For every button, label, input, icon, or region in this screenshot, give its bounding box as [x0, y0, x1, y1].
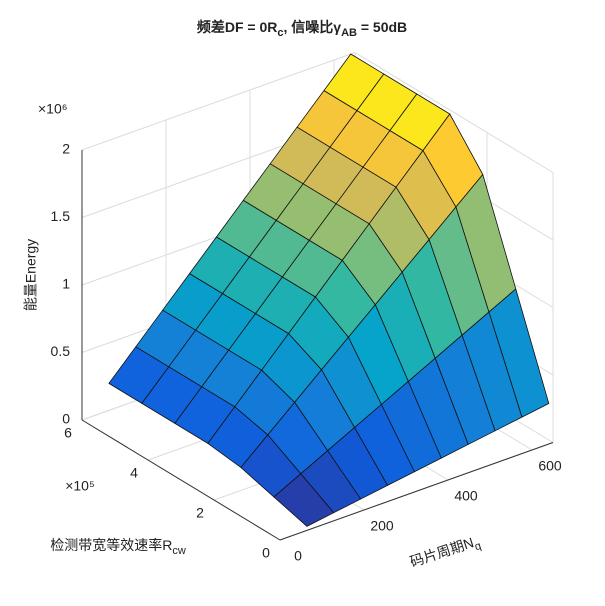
x-tick-label: 400 — [454, 488, 478, 504]
surface-layer — [108, 53, 550, 527]
y-tick-label: 2 — [196, 505, 204, 521]
z-tick-label: 2 — [62, 141, 70, 157]
title-part: = 50dB — [357, 19, 407, 35]
title-part: 频差DF = 0R — [197, 19, 278, 35]
z-exponent: ×10⁶ — [38, 101, 68, 117]
y-tick-label: 6 — [64, 425, 72, 441]
y-exponent: ×10⁵ — [65, 478, 95, 494]
x-axis — [279, 442, 554, 541]
z-tick-label: 0 — [62, 411, 70, 427]
chart-title: 频差DF = 0Rc, 信噪比γAB = 50dB — [197, 19, 407, 39]
title-sub: c — [277, 27, 283, 39]
x-axis-label: 码片周期Nq — [408, 532, 483, 574]
z-tick-label: 0.5 — [51, 343, 71, 359]
z-grid-line — [354, 52, 554, 173]
z-grid-line — [81, 52, 356, 151]
xlabel-part: 码片周期N — [408, 534, 476, 570]
ylabel-sub: cw — [172, 545, 186, 557]
y-axis-label: 检测带宽等效速率Rcw — [50, 537, 186, 557]
x-tick-label: 0 — [294, 548, 302, 564]
title-part: , 信噪比γ — [283, 19, 341, 35]
z-tick-label: 1.5 — [51, 208, 71, 224]
surface-face — [273, 473, 335, 527]
title-sub: AB — [341, 27, 357, 39]
ylabel-part: 检测带宽等效速率R — [50, 537, 172, 553]
xlabel-sub: q — [473, 540, 483, 553]
y-tick-label: 0 — [262, 545, 270, 561]
y-tick-label: 4 — [130, 465, 138, 481]
z-axis-label: 能量Energy — [23, 239, 39, 311]
x-tick-label: 600 — [538, 458, 562, 474]
z-tick-label: 1 — [62, 276, 70, 292]
y-axis — [81, 419, 281, 541]
x-tick-label: 200 — [370, 518, 394, 534]
